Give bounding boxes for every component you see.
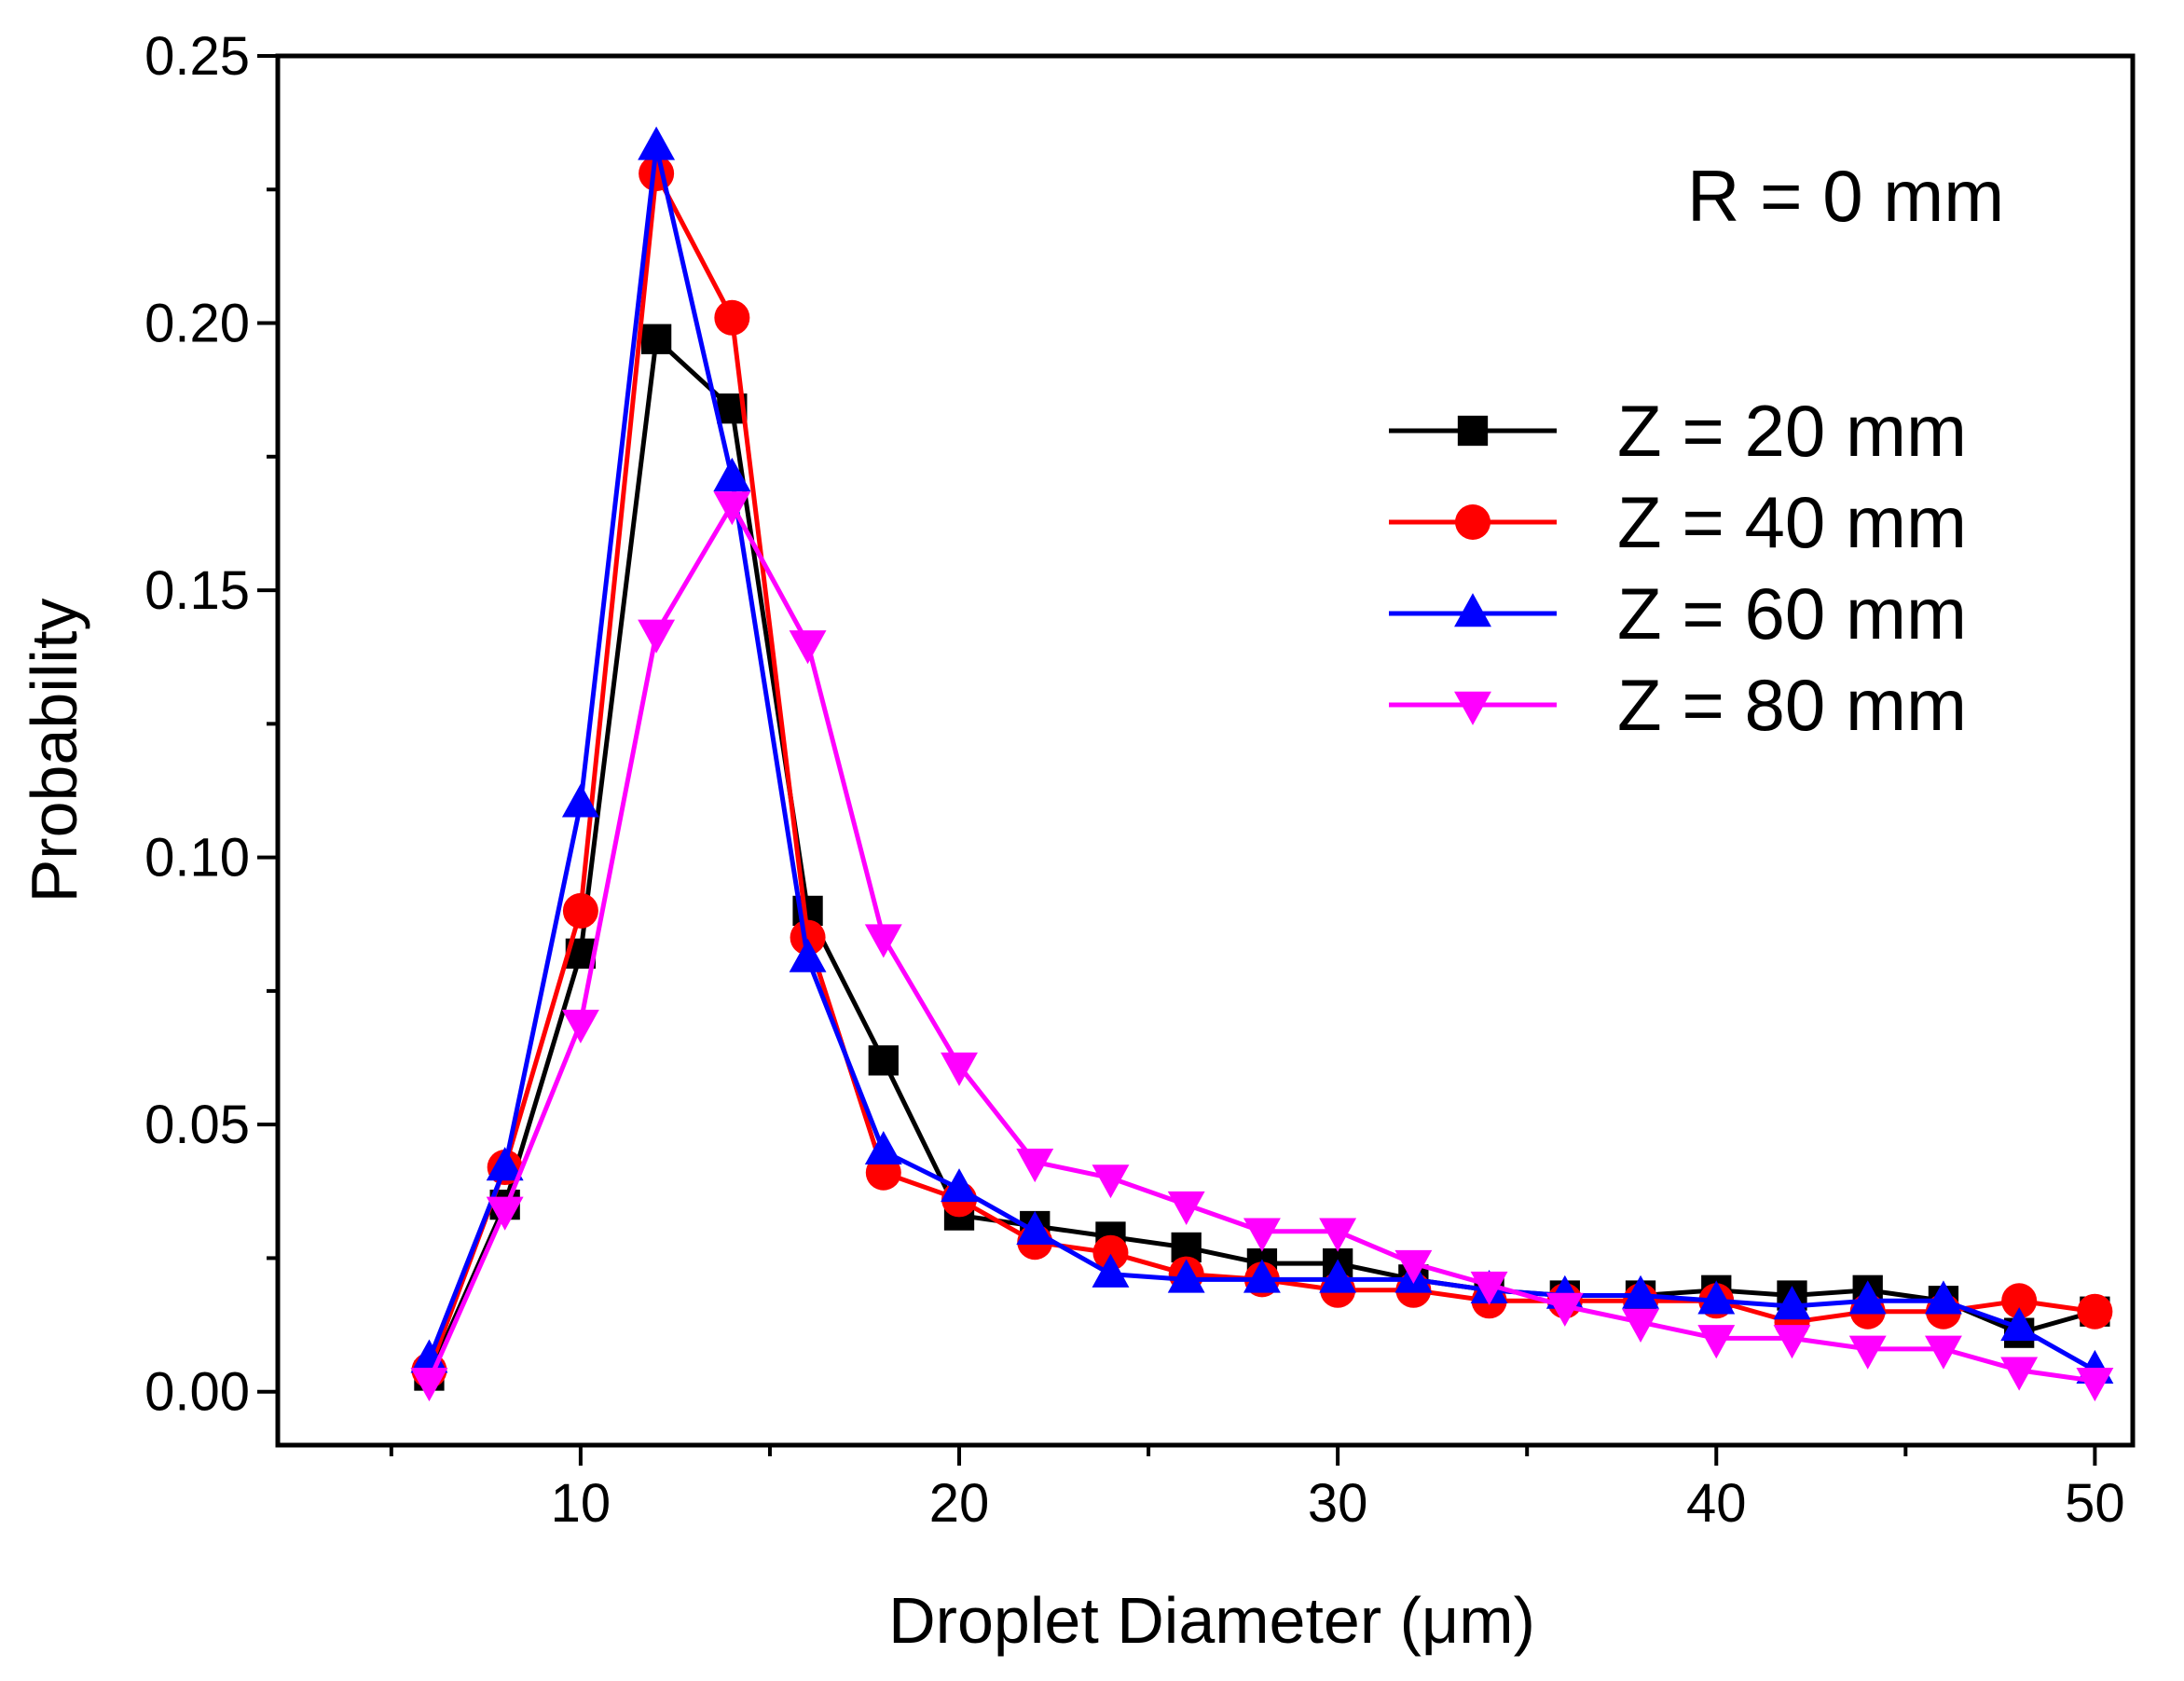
- series-4: [410, 491, 2114, 1402]
- data-point: [486, 1147, 524, 1181]
- legend-label: Z = 40 mm: [1617, 481, 1967, 563]
- legend-item: Z = 80 mm: [1389, 664, 1967, 746]
- data-point: [638, 619, 676, 654]
- legend-marker: [1454, 691, 1491, 725]
- legend-marker: [1454, 593, 1491, 627]
- x-tick-label: 30: [1308, 1473, 1368, 1534]
- data-point: [868, 1045, 899, 1076]
- data-point: [790, 919, 826, 956]
- data-point: [1016, 1149, 1054, 1183]
- y-tick-label: 0.00: [144, 1362, 250, 1423]
- data-point: [1848, 1335, 1887, 1370]
- data-point: [561, 783, 599, 818]
- annotation-text: R = 0 mm: [1687, 155, 2004, 237]
- data-point: [1092, 1253, 1130, 1288]
- data-point: [789, 938, 827, 972]
- x-tick-label: 50: [2065, 1473, 2125, 1534]
- y-tick-label: 0.25: [144, 26, 250, 87]
- data-point: [941, 1168, 978, 1203]
- series-line: [427, 144, 2096, 1372]
- series-line: [427, 171, 2095, 1371]
- data-point: [2077, 1293, 2113, 1330]
- data-point: [1470, 1271, 1508, 1305]
- data-point: [1622, 1308, 1659, 1343]
- legend-marker: [1455, 504, 1490, 540]
- x-tick-label: 40: [1686, 1473, 1747, 1534]
- data-point: [1167, 1259, 1205, 1293]
- legend-label: Z = 20 mm: [1617, 390, 1967, 472]
- data-point: [2000, 1357, 2039, 1391]
- data-point: [789, 630, 827, 665]
- legend-label: Z = 80 mm: [1617, 664, 1967, 746]
- x-tick-label: 20: [929, 1473, 990, 1534]
- y-tick-label: 0.05: [144, 1095, 250, 1155]
- data-point: [1773, 1286, 1811, 1320]
- data-point: [486, 1196, 524, 1231]
- data-point: [2001, 1283, 2038, 1319]
- data-point: [1697, 1325, 1736, 1359]
- data-point: [1319, 1218, 1357, 1252]
- data-point: [1016, 1210, 1054, 1246]
- data-point: [562, 892, 598, 929]
- series-layer: [410, 126, 2114, 1402]
- plot-frame: [275, 53, 2136, 1448]
- legend-marker: [1457, 415, 1489, 447]
- data-point: [864, 924, 902, 958]
- series-3: [410, 126, 2114, 1385]
- legend: Z = 20 mm Z = 40 mm Z = 60 mm Z = 80 mm: [1389, 390, 1967, 746]
- ticks: 10 20 30 40 50 0.00 0.05 0.10 0.15 0.20 0.25: [144, 26, 2125, 1534]
- legend-item: Z = 60 mm: [1389, 572, 1967, 654]
- data-point: [1848, 1280, 1887, 1315]
- data-point: [2076, 1367, 2114, 1402]
- data-point: [561, 1010, 599, 1044]
- data-point: [1092, 1164, 1130, 1199]
- data-point: [1924, 1280, 1962, 1315]
- data-point: [640, 324, 672, 354]
- data-point: [864, 1130, 902, 1165]
- data-point: [638, 126, 676, 160]
- data-point: [1319, 1259, 1357, 1293]
- y-tick-label: 0.20: [144, 294, 250, 354]
- legend-item: Z = 20 mm: [1389, 390, 1967, 472]
- data-point: [1622, 1275, 1659, 1309]
- data-point: [941, 1052, 978, 1086]
- x-axis-title: Droplet Diameter (μm): [888, 1584, 1535, 1657]
- data-point: [1243, 1259, 1281, 1293]
- y-tick-label: 0.10: [144, 828, 250, 889]
- x-tick-label: 10: [551, 1473, 611, 1534]
- data-point: [1394, 1249, 1433, 1285]
- data-point: [1924, 1335, 1962, 1370]
- data-point: [1545, 1292, 1584, 1327]
- legend-item: Z = 40 mm: [1389, 481, 1967, 563]
- y-axis-title: Probability: [18, 599, 90, 903]
- data-point: [713, 491, 751, 526]
- data-point: [1092, 1234, 1129, 1271]
- data-point: [410, 1367, 448, 1402]
- data-point: [2000, 1307, 2039, 1342]
- data-point: [713, 457, 751, 491]
- y-tick-label: 0.15: [144, 560, 250, 621]
- data-point: [1773, 1325, 1811, 1359]
- data-point: [1243, 1218, 1281, 1252]
- data-point: [1697, 1280, 1736, 1315]
- data-point: [1167, 1191, 1205, 1225]
- data-point: [714, 299, 750, 336]
- legend-label: Z = 60 mm: [1617, 572, 1967, 654]
